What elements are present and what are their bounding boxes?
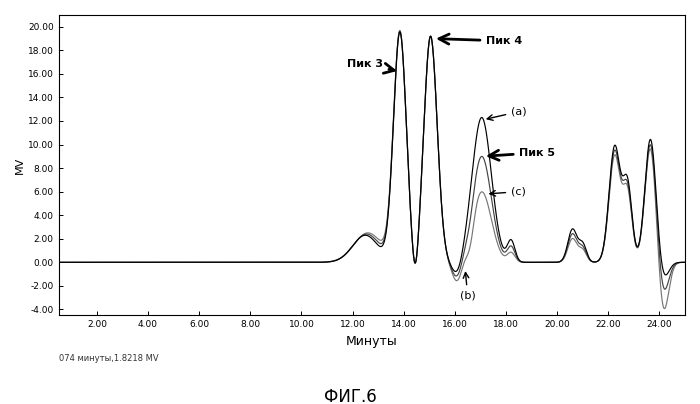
Text: (b): (b) xyxy=(460,273,475,300)
Text: (a): (a) xyxy=(487,107,526,120)
Text: ФИГ.6: ФИГ.6 xyxy=(323,388,377,404)
Text: Пик 3: Пик 3 xyxy=(347,59,394,73)
Text: Пик 4: Пик 4 xyxy=(439,34,522,46)
X-axis label: Минуты: Минуты xyxy=(346,335,398,348)
Text: (c): (c) xyxy=(490,187,526,197)
Text: Пик 5: Пик 5 xyxy=(489,148,555,160)
Y-axis label: МV: МV xyxy=(15,156,25,174)
Text: 074 минуты,1.8218 МV: 074 минуты,1.8218 МV xyxy=(59,354,158,363)
